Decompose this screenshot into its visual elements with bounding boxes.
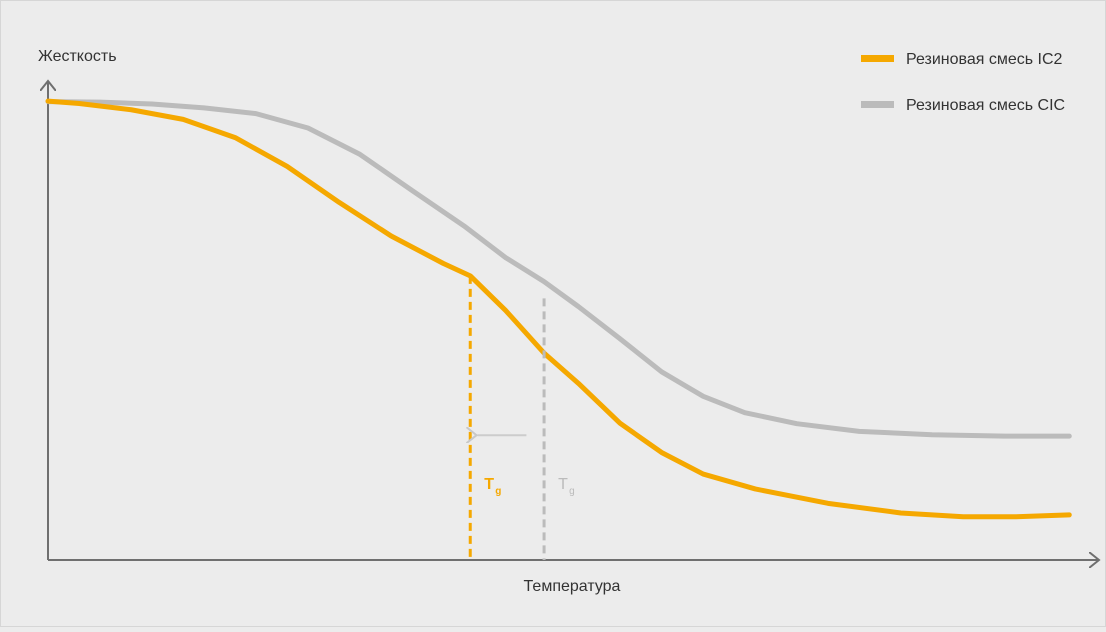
legend: Резиновая смесь IC2 Резиновая смесь CIC [861, 51, 1065, 114]
series-line-cic [45, 99, 1072, 439]
legend-label-ic2: Резиновая смесь IC2 [906, 51, 1063, 68]
tg-label-cic: T [558, 476, 568, 493]
y-axis-label: Жесткость [38, 48, 117, 65]
tg-label-ic2: T [484, 476, 494, 493]
tg-subscript-cic: g [569, 486, 575, 497]
legend-swatch-cic [861, 101, 894, 108]
legend-label-cic: Резиновая смесь CIC [906, 97, 1065, 114]
tg-subscript-ic2: g [495, 486, 501, 497]
series-line-ic2 [45, 98, 1072, 520]
x-axis-label: Температура [524, 578, 621, 595]
legend-swatch-ic2 [861, 55, 894, 62]
